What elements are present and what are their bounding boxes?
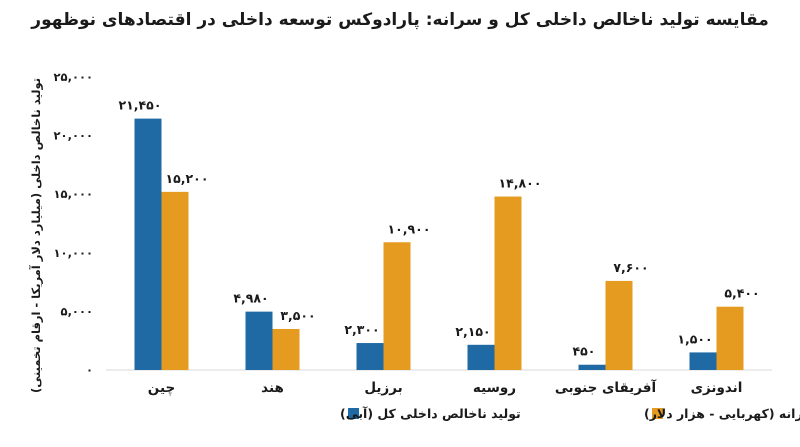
x-tick-label: هند bbox=[261, 380, 284, 396]
data-label: ۳,۵۰۰ bbox=[280, 308, 315, 323]
x-tick-label: برزیل bbox=[364, 380, 402, 396]
bar-per-capita-gdp bbox=[494, 196, 522, 370]
data-label: ۲,۱۵۰ bbox=[455, 324, 490, 339]
data-label: ۱۰,۹۰۰ bbox=[388, 221, 431, 236]
bar-total-gdp bbox=[467, 344, 495, 370]
data-label: ۵,۴۰۰ bbox=[724, 286, 759, 301]
legend-label-total-gdp: تولید ناخالص داخلی کل (آبی) bbox=[340, 406, 521, 421]
y-tick-label: ۵,۰۰۰ bbox=[61, 304, 93, 318]
data-label: ۲۱,۴۵۰ bbox=[119, 98, 162, 113]
data-label: ۷,۶۰۰ bbox=[613, 260, 648, 275]
axes: تولید ناخالص داخلی (میلیارد دلار آمریکا … bbox=[29, 70, 772, 396]
data-label: ۲,۳۰۰ bbox=[344, 322, 379, 337]
data-label: ۴,۹۸۰ bbox=[233, 291, 268, 306]
y-tick-label: ۲۵,۰۰۰ bbox=[54, 70, 93, 84]
bar-per-capita-gdp bbox=[272, 328, 300, 370]
bar-per-capita-gdp bbox=[383, 242, 411, 370]
x-tick-label: اندونزی bbox=[691, 380, 743, 396]
data-labels: ۲۱,۴۵۰ ۱۵,۲۰۰ ۴,۹۸۰ ۳,۵۰۰ ۲,۳۰۰ ۱۰,۹۰۰ ۲,۱۵۰ ۱۴… bbox=[119, 98, 760, 359]
data-label: ۱۴,۸۰۰ bbox=[499, 176, 542, 191]
chart-title: مقایسه تولید ناخالص داخلی کل و سرانه: پا… bbox=[31, 10, 769, 30]
data-label: ۱۵,۲۰۰ bbox=[166, 171, 209, 186]
y-axis-label: تولید ناخالص داخلی (میلیارد دلار آمریکا … bbox=[29, 78, 44, 393]
legend: تولید ناخالص داخلی کل (آبی) تولید ناخالص … bbox=[340, 406, 800, 421]
legend-label-per-capita-gdp: تولید ناخالص داخلی سرانه (کهربایی - هزار… bbox=[644, 406, 800, 421]
bar-total-gdp bbox=[578, 364, 606, 370]
x-tick-label: چین bbox=[148, 380, 175, 396]
legend-swatch-per-capita-gdp bbox=[652, 408, 663, 419]
bar-per-capita-gdp bbox=[161, 191, 189, 370]
y-tick-label: ۱۰,۰۰۰ bbox=[54, 246, 93, 260]
x-tick-label: آفریقای جنوبی bbox=[555, 379, 657, 396]
data-label: ۱,۵۰۰ bbox=[677, 331, 712, 346]
bar-per-capita-gdp bbox=[716, 306, 744, 370]
bar-total-gdp bbox=[356, 343, 384, 370]
y-tick-label: ۲۰,۰۰۰ bbox=[54, 129, 93, 143]
y-tick-label: ۱۵,۰۰۰ bbox=[54, 187, 93, 201]
bar-per-capita-gdp bbox=[605, 280, 633, 370]
y-tick-label: ۰ bbox=[86, 363, 93, 377]
legend-swatch-total-gdp bbox=[348, 408, 359, 419]
x-tick-label: روسیه bbox=[473, 380, 516, 396]
data-label: ۴۵۰ bbox=[573, 344, 596, 359]
bar-total-gdp bbox=[134, 118, 162, 370]
bar-total-gdp bbox=[689, 352, 717, 370]
bar-total-gdp bbox=[245, 311, 273, 370]
bars bbox=[134, 118, 744, 370]
